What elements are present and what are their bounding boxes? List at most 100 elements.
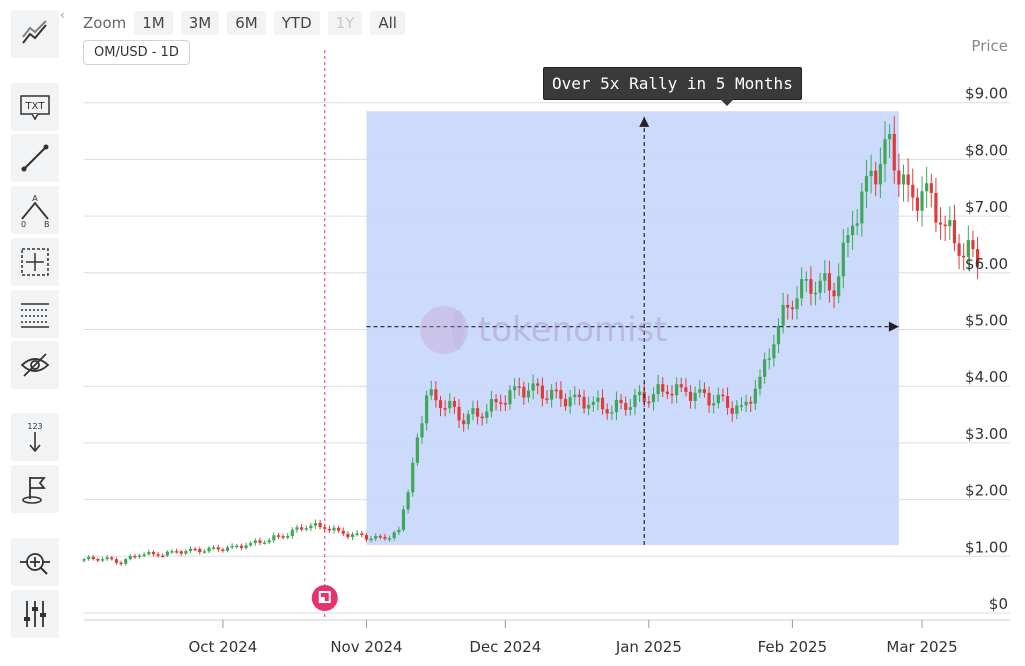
candle bbox=[230, 543, 234, 550]
candle bbox=[332, 524, 336, 534]
candle bbox=[128, 554, 132, 561]
chart-style-button[interactable] bbox=[11, 10, 59, 58]
candle bbox=[401, 505, 406, 532]
crosshair-zoom-icon bbox=[20, 553, 50, 575]
y-tick-label: $8.00 bbox=[965, 141, 1008, 159]
candle bbox=[304, 525, 308, 532]
candle bbox=[202, 548, 206, 554]
candle bbox=[725, 387, 730, 415]
candle bbox=[350, 532, 355, 541]
candle bbox=[869, 154, 873, 194]
y-tick-label: $9.00 bbox=[965, 85, 1008, 103]
candle bbox=[110, 556, 114, 561]
symbol-selector[interactable]: OM/USD - 1D bbox=[83, 40, 190, 65]
drawing-toolbar: ‹ TXT A 0 B 123 bbox=[0, 0, 70, 666]
candle bbox=[628, 398, 632, 416]
candle bbox=[267, 538, 271, 545]
candle bbox=[702, 382, 707, 398]
candle bbox=[517, 377, 521, 396]
svg-text:B: B bbox=[44, 220, 50, 227]
candle bbox=[707, 386, 711, 413]
zoom-1m-button[interactable]: 1M bbox=[134, 11, 173, 35]
candle bbox=[355, 530, 359, 537]
candle bbox=[948, 206, 952, 241]
candle bbox=[600, 389, 605, 415]
candle bbox=[962, 243, 966, 271]
tokenomist-logo-icon bbox=[420, 306, 468, 354]
candle bbox=[693, 386, 697, 409]
candle bbox=[91, 554, 95, 561]
candle bbox=[499, 394, 503, 412]
event-marker[interactable] bbox=[311, 585, 338, 611]
candle bbox=[897, 153, 901, 198]
candle bbox=[795, 285, 799, 320]
candle bbox=[554, 381, 558, 399]
candle bbox=[531, 374, 535, 400]
y-tick-label: $0 bbox=[989, 595, 1008, 613]
candle bbox=[290, 527, 294, 539]
indicators-button[interactable] bbox=[11, 590, 59, 638]
candle bbox=[735, 400, 739, 420]
abc-pattern-button[interactable]: A 0 B bbox=[11, 186, 59, 234]
candle bbox=[841, 229, 845, 289]
candle bbox=[508, 385, 512, 410]
candle bbox=[540, 377, 544, 407]
candle bbox=[892, 116, 896, 184]
candle bbox=[383, 533, 387, 541]
candle bbox=[452, 396, 456, 414]
candle bbox=[665, 384, 669, 400]
line-tool-button[interactable] bbox=[11, 134, 59, 182]
fibonacci-tool-button[interactable] bbox=[11, 290, 59, 338]
candle bbox=[96, 557, 100, 563]
counter-tool-button[interactable]: 123 bbox=[11, 413, 59, 461]
rally-annotation-label[interactable]: Over 5x Rally in 5 Months bbox=[543, 67, 802, 106]
hide-drawings-button[interactable] bbox=[11, 341, 59, 389]
zoom-6m-button[interactable]: 6M bbox=[227, 11, 266, 35]
candle bbox=[688, 385, 693, 409]
candle bbox=[883, 121, 887, 183]
zoom-ytd-button[interactable]: YTD bbox=[273, 11, 320, 35]
measure-tool-button[interactable] bbox=[11, 238, 59, 286]
candle bbox=[772, 334, 776, 367]
candle bbox=[387, 535, 392, 542]
candle bbox=[790, 300, 794, 320]
candle bbox=[100, 557, 105, 563]
zoom-all-button[interactable]: All bbox=[370, 11, 405, 35]
candle bbox=[364, 532, 369, 542]
candle bbox=[832, 282, 836, 309]
text-tool-button[interactable]: TXT bbox=[11, 83, 59, 131]
candle bbox=[438, 395, 443, 417]
candle bbox=[786, 294, 790, 320]
chart-style-icon bbox=[22, 20, 47, 44]
candle bbox=[739, 397, 744, 412]
zoom-1y-button[interactable]: 1Y bbox=[327, 11, 363, 35]
candle bbox=[818, 272, 822, 300]
candle bbox=[378, 534, 382, 540]
crosshair-zoom-button[interactable] bbox=[11, 538, 59, 586]
candle bbox=[429, 380, 433, 401]
candle bbox=[457, 399, 461, 428]
candle bbox=[776, 318, 781, 353]
collapse-toolbar-icon[interactable]: ‹ bbox=[60, 8, 65, 22]
fibonacci-tool-icon bbox=[21, 303, 49, 328]
flag-tool-button[interactable] bbox=[11, 465, 59, 513]
candle bbox=[188, 546, 193, 554]
candle bbox=[952, 204, 957, 252]
candle bbox=[864, 159, 869, 209]
arrows bbox=[366, 116, 899, 545]
candle bbox=[448, 393, 452, 414]
x-tick-label: Mar 2025 bbox=[886, 638, 957, 656]
candle bbox=[165, 550, 169, 557]
candle bbox=[105, 555, 109, 561]
zoom-3m-button[interactable]: 3M bbox=[180, 11, 220, 35]
y-tick-label: $2.00 bbox=[965, 482, 1008, 500]
svg-text:123: 123 bbox=[27, 422, 42, 431]
candle bbox=[425, 390, 429, 431]
y-axis-ticks: $0 $1.00 $2.00 $3.00 $4.00 $5.00 $6.00 $7.00 $8.… bbox=[965, 85, 1008, 613]
candle bbox=[193, 547, 197, 552]
candle bbox=[684, 378, 688, 397]
candle bbox=[906, 158, 910, 202]
candle bbox=[276, 532, 281, 539]
candle bbox=[526, 382, 531, 403]
